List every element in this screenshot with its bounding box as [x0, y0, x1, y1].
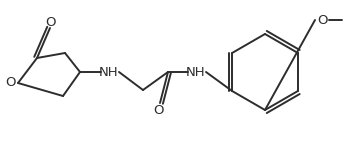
- Text: O: O: [6, 77, 16, 89]
- Text: NH: NH: [99, 66, 119, 78]
- Text: O: O: [153, 104, 163, 117]
- Text: O: O: [45, 16, 55, 29]
- Text: NH: NH: [186, 66, 206, 78]
- Text: O: O: [318, 13, 328, 27]
